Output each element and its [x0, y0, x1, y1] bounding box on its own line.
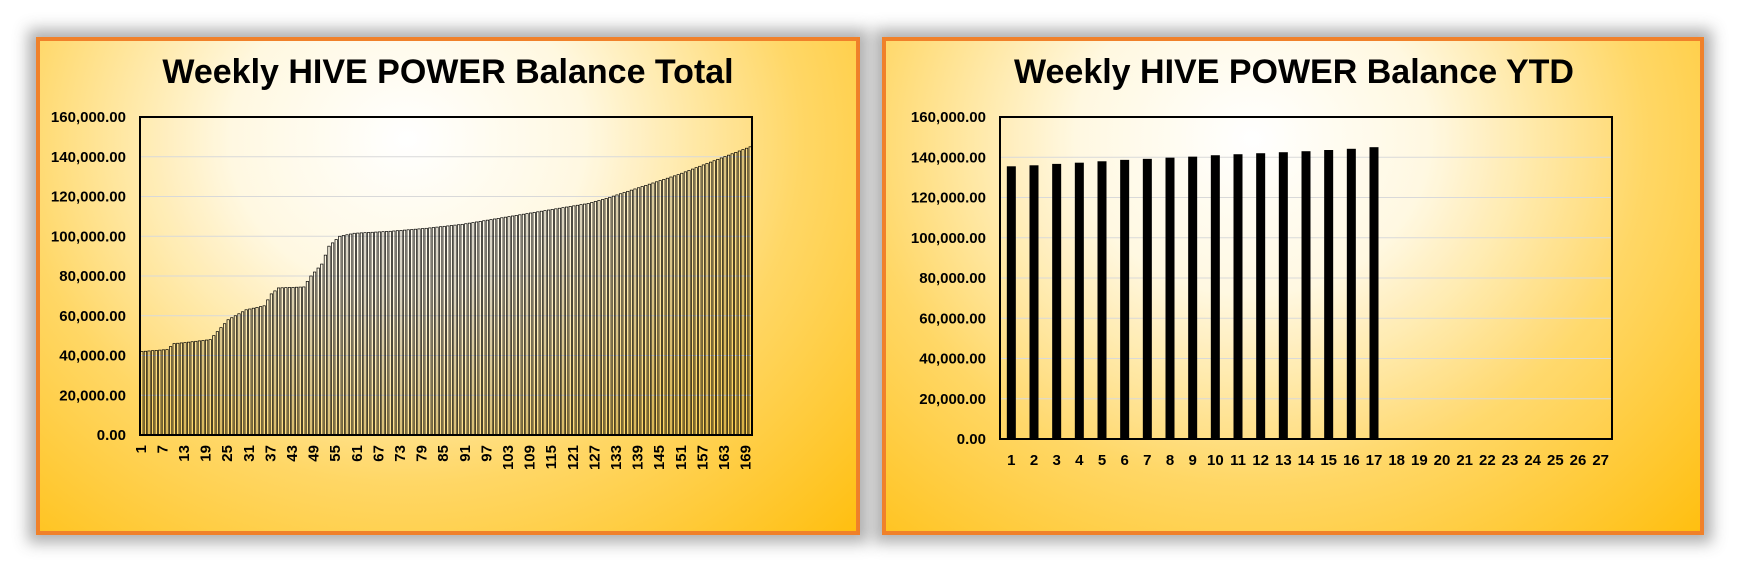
- x-tick-label: 1: [1007, 452, 1015, 469]
- x-tick-label: 25: [219, 445, 236, 462]
- x-tick-label: 31: [241, 445, 258, 462]
- bar: [1369, 147, 1379, 439]
- x-tick-label: 23: [1502, 452, 1519, 469]
- x-tick-label: 19: [198, 445, 215, 462]
- bar: [1120, 159, 1130, 439]
- y-tick-label: 20,000.00: [919, 391, 986, 408]
- x-tick-label: 14: [1298, 452, 1315, 469]
- bar: [1052, 163, 1062, 440]
- x-tick-label: 8: [1166, 452, 1174, 469]
- bar: [1210, 155, 1220, 440]
- chart-panel-total: Weekly HIVE POWER Balance Total 0.00 20,00…: [36, 37, 860, 535]
- x-tick-label: 91: [457, 445, 474, 462]
- x-tick-label: 103: [500, 445, 517, 470]
- x-tick-label: 13: [176, 445, 193, 462]
- x-tick-label: 3: [1052, 452, 1060, 469]
- total-chart: Weekly HIVE POWER Balance Total 0.00 20,00…: [51, 53, 755, 470]
- x-tick-label: 145: [651, 445, 668, 470]
- y-tick-label: 40,000.00: [919, 351, 986, 368]
- x-tick-label: 37: [262, 445, 279, 462]
- bar: [1256, 153, 1266, 439]
- y-tick-label: 160,000.00: [51, 109, 126, 126]
- y-tick-label: 160,000.00: [911, 109, 986, 126]
- bar: [1074, 162, 1084, 439]
- plot-border: [999, 116, 1613, 440]
- x-tick-label: 85: [435, 445, 452, 462]
- plot-border: [139, 116, 753, 436]
- x-tick-label: 157: [694, 445, 711, 470]
- x-tick-label: 121: [565, 445, 582, 470]
- x-tick-label: 25: [1547, 452, 1564, 469]
- x-tick-label: 24: [1524, 452, 1541, 469]
- x-tick-label: 49: [306, 445, 323, 462]
- x-tick-label: 16: [1343, 452, 1360, 469]
- x-tick-label: 115: [543, 445, 560, 469]
- bar: [1233, 154, 1243, 439]
- x-tick-label: 18: [1388, 452, 1405, 469]
- y-tick-label: 40,000.00: [59, 348, 126, 365]
- bar: [1301, 151, 1311, 439]
- chart-title: Weekly HIVE POWER Balance YTD: [1014, 53, 1574, 91]
- ytd-chart: Weekly HIVE POWER Balance YTD 0.00 20,000.…: [911, 53, 1613, 469]
- y-tick-label: 120,000.00: [911, 190, 986, 207]
- x-tick-label: 4: [1075, 452, 1084, 469]
- x-tick-label: 6: [1120, 452, 1128, 469]
- x-tick-label: 139: [630, 445, 647, 470]
- x-tick-label: 9: [1188, 452, 1196, 469]
- y-tick-label: 0.00: [97, 427, 126, 444]
- x-tick-label: 73: [392, 445, 409, 462]
- y-tick-label: 120,000.00: [51, 189, 126, 206]
- x-tick-label: 7: [1143, 452, 1151, 469]
- x-tick-label: 55: [327, 445, 344, 462]
- x-tick-label: 61: [349, 445, 366, 462]
- x-tick-label: 2: [1030, 452, 1038, 469]
- x-tick-label: 21: [1456, 452, 1473, 469]
- bar: [1324, 150, 1334, 439]
- x-tick-label: 163: [716, 445, 733, 470]
- x-tick-label: 169: [738, 445, 755, 470]
- bar: [1006, 166, 1016, 439]
- x-tick-label: 22: [1479, 452, 1496, 469]
- bar: [1097, 161, 1107, 439]
- x-tick-label: 27: [1592, 452, 1609, 469]
- y-tick-label: 60,000.00: [59, 308, 126, 325]
- y-tick-label: 60,000.00: [919, 310, 986, 327]
- x-tick-label: 1: [133, 445, 150, 453]
- x-tick-label: 17: [1366, 452, 1383, 469]
- bar: [1188, 156, 1198, 439]
- x-tick-label: 15: [1320, 452, 1337, 469]
- y-tick-label: 80,000.00: [919, 270, 986, 287]
- y-tick-label: 0.00: [957, 431, 986, 448]
- x-tick-label: 97: [478, 445, 495, 462]
- x-tick-label: 7: [154, 445, 171, 453]
- y-tick-label: 100,000.00: [911, 230, 986, 247]
- bar: [1142, 158, 1152, 440]
- x-tick-label: 67: [370, 445, 387, 462]
- x-tick-label: 13: [1275, 452, 1292, 469]
- x-tick-label: 11: [1230, 452, 1246, 469]
- x-tick-label: 127: [586, 445, 603, 470]
- y-tick-label: 100,000.00: [51, 228, 126, 245]
- x-tick-label: 5: [1098, 452, 1106, 469]
- x-tick-label: 10: [1207, 452, 1224, 469]
- x-tick-label: 151: [673, 445, 690, 470]
- chart-panel-ytd: Weekly HIVE POWER Balance YTD 0.00 20,000.…: [882, 37, 1704, 535]
- x-tick-label: 12: [1252, 452, 1269, 469]
- y-tick-label: 80,000.00: [59, 268, 126, 285]
- bar: [1029, 165, 1039, 440]
- x-tick-label: 79: [414, 445, 431, 462]
- y-tick-label: 140,000.00: [51, 149, 126, 166]
- x-tick-label: 43: [284, 445, 301, 462]
- x-tick-label: 109: [522, 445, 539, 470]
- bar: [1165, 157, 1175, 439]
- chart-title: Weekly HIVE POWER Balance Total: [162, 53, 733, 91]
- x-tick-label: 133: [608, 445, 625, 470]
- x-tick-label: 19: [1411, 452, 1428, 469]
- bar: [1346, 148, 1356, 440]
- x-tick-label: 26: [1570, 452, 1587, 469]
- y-tick-label: 140,000.00: [911, 149, 986, 166]
- y-tick-label: 20,000.00: [59, 387, 126, 404]
- bar: [1278, 152, 1288, 439]
- x-tick-label: 20: [1434, 452, 1451, 469]
